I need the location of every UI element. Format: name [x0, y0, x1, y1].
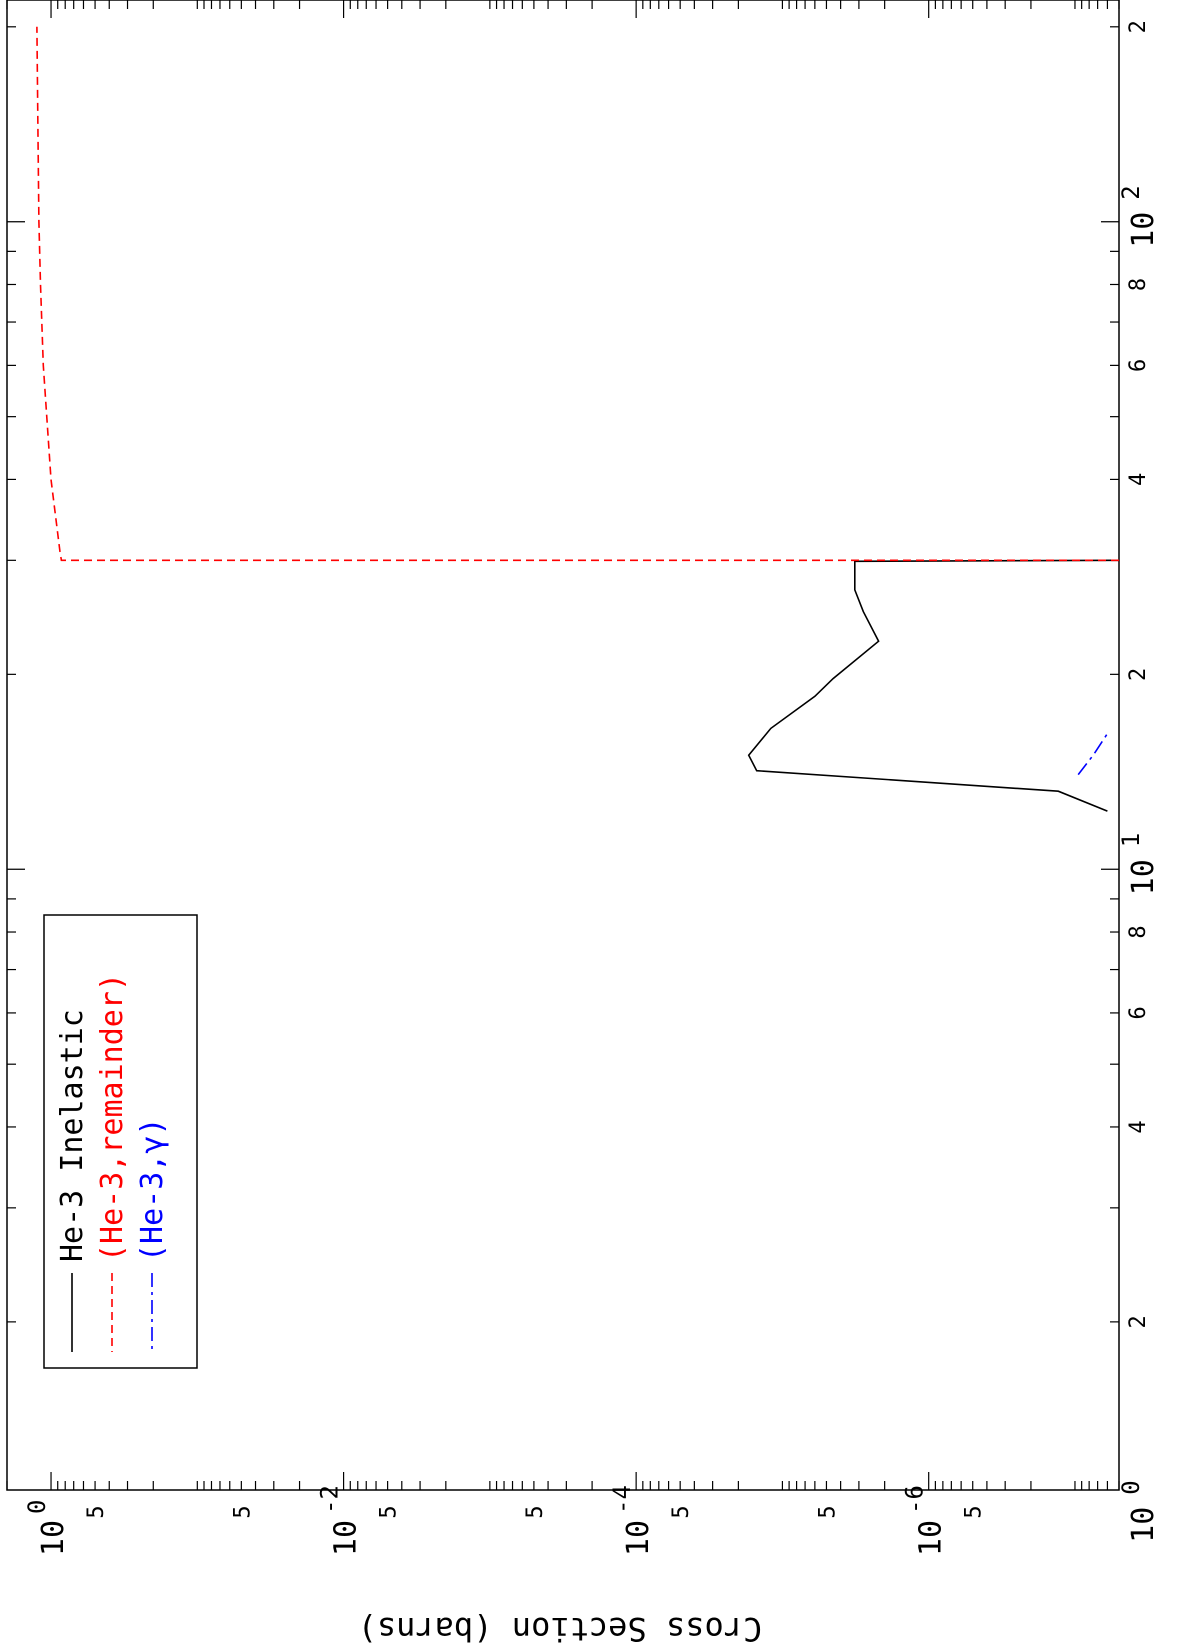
- x-minor-tick-label: 4: [1126, 1120, 1151, 1133]
- x-minor-tick-label: 6: [1126, 1006, 1151, 1019]
- legend-label-2: (He-3,γ): [135, 1118, 170, 1263]
- legend-box: [43, 914, 198, 1369]
- x-minor-tick-label: 8: [1126, 278, 1151, 291]
- series-line-2: [1077, 733, 1109, 776]
- series-layer: [36, 26, 1120, 812]
- x-minor-tick-label: 4: [1126, 473, 1151, 486]
- axis-tick-labels: 10 0 10 1 10 2 2 4 6 8 2 4 6 8 2 10 0 10 -2 10 -4 10 -6 5 5 5 5 5 5 5: [23, 20, 1161, 1556]
- y-minor-tick-label: 5: [669, 1505, 694, 1518]
- y-minor-tick-label: 5: [230, 1505, 255, 1518]
- y-major-tick-label: 10: [36, 1520, 71, 1556]
- plot-frame: [6, 0, 1120, 1491]
- y-axis-label: Cross Section (barns): [358, 1610, 763, 1648]
- y-minor-tick-label: 5: [962, 1505, 987, 1518]
- x-minor-tick-label: 2: [1126, 20, 1151, 33]
- x-major-tick-label: 10: [1126, 212, 1161, 248]
- legend-label-0: He-3 Inelastic: [55, 1009, 90, 1262]
- y-major-tick-exponent: 0: [23, 1500, 51, 1514]
- y-major-tick-exponent: -2: [316, 1485, 344, 1514]
- x-major-tick-label: 10: [1126, 859, 1161, 895]
- legend-label-1: (He-3,remainder): [95, 973, 130, 1262]
- y-minor-tick-label: 5: [377, 1505, 402, 1518]
- x-minor-tick-label: 2: [1126, 668, 1151, 681]
- y-minor-tick-label: 5: [815, 1505, 840, 1518]
- y-major-tick-label: 10: [914, 1520, 949, 1556]
- y-major-tick-label: 10: [621, 1520, 656, 1556]
- series-line-0: [747, 559, 1120, 812]
- x-minor-tick-label: 2: [1126, 1315, 1151, 1328]
- x-major-tick-label: 10: [1126, 1507, 1161, 1543]
- y-minor-tick-label: 5: [523, 1505, 548, 1518]
- y-major-tick-exponent: -4: [608, 1485, 636, 1514]
- legend: He-3 Inelastic (He-3,remainder) (He-3,γ): [43, 914, 198, 1369]
- y-major-tick-label: 10: [329, 1520, 364, 1556]
- x-minor-tick-label: 6: [1126, 359, 1151, 372]
- x-major-tick-exponent: 0: [1117, 1480, 1145, 1494]
- x-minor-tick-label: 8: [1126, 925, 1151, 938]
- series-line-1: [36, 26, 1119, 562]
- x-major-tick-exponent: 1: [1117, 833, 1145, 847]
- y-major-tick-exponent: -6: [901, 1485, 929, 1514]
- y-minor-tick-label: 5: [84, 1505, 109, 1518]
- x-major-tick-exponent: 2: [1117, 185, 1145, 199]
